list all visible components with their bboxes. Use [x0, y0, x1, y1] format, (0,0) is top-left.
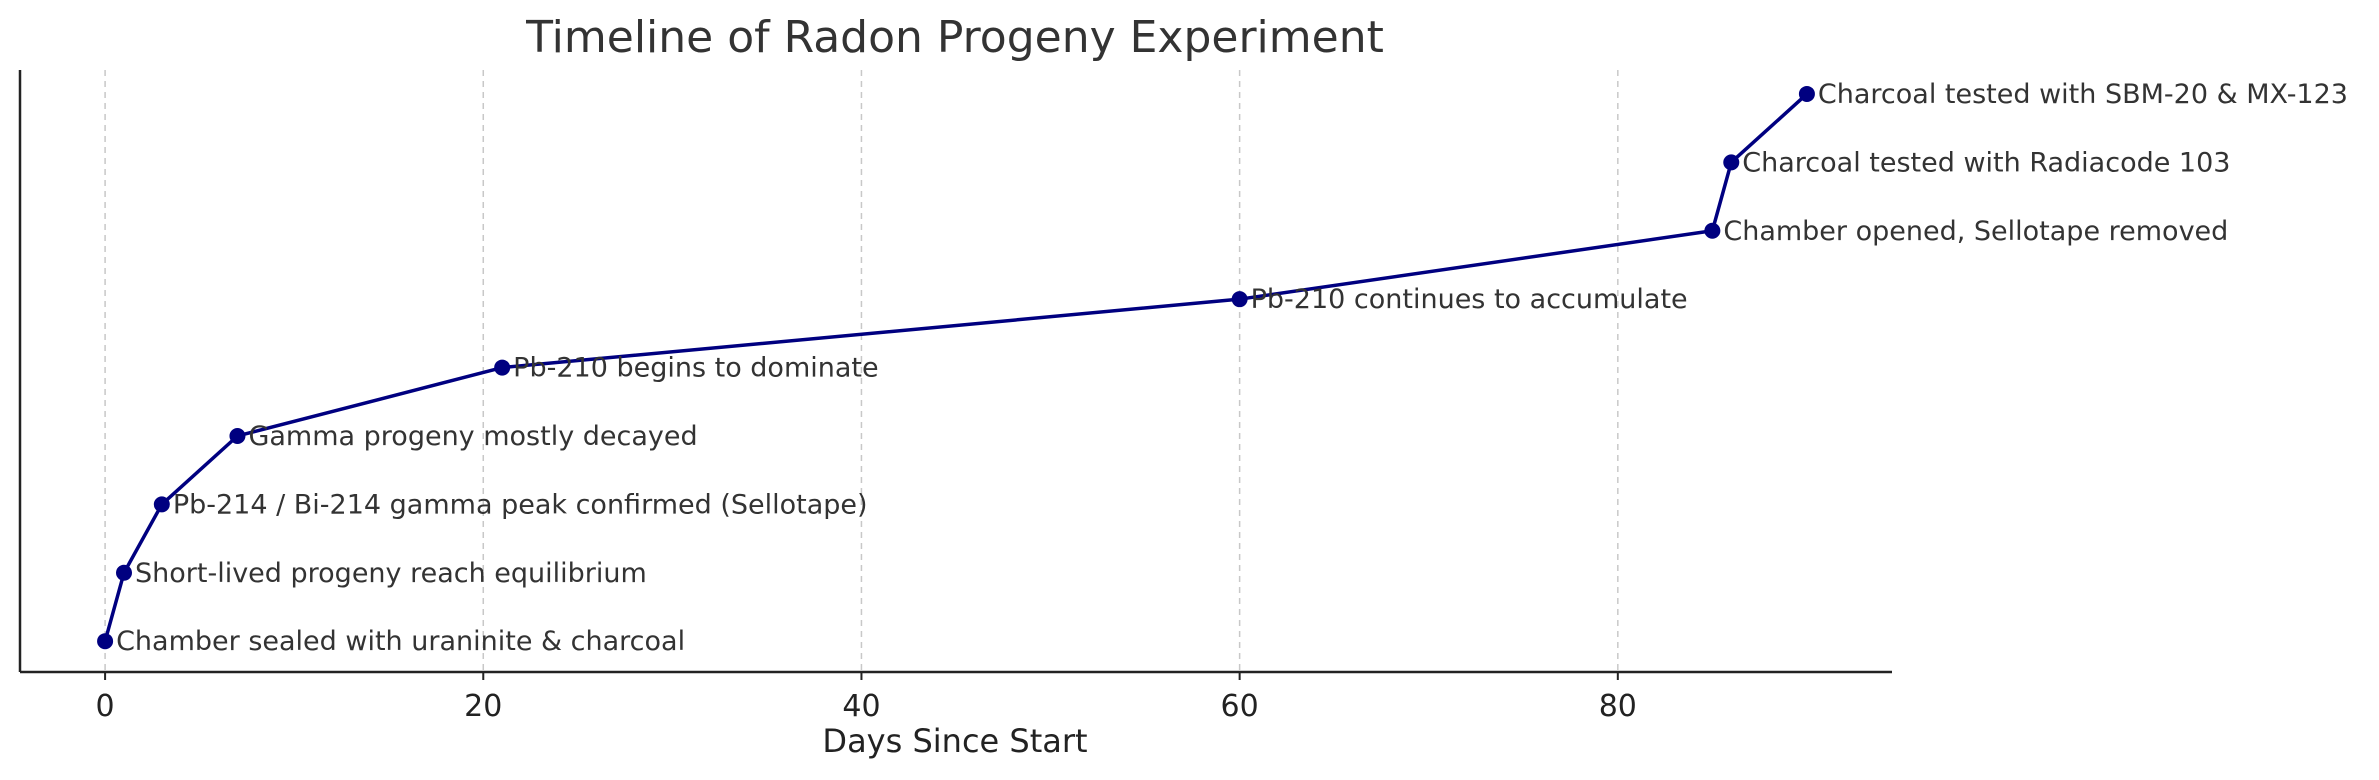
data-point-label: Chamber sealed with uraninite & charcoal [116, 626, 685, 657]
data-point-label: Pb-214 / Bi-214 gamma peak confirmed (Se… [173, 489, 868, 520]
data-point-label: Charcoal tested with SBM-20 & MX-123 [1818, 79, 2348, 110]
data-point-label: Pb-210 continues to accumulate [1251, 284, 1688, 315]
data-point [1723, 154, 1740, 171]
x-tick-label: 20 [464, 689, 502, 724]
points-layer [97, 85, 1815, 650]
data-point-label: Chamber opened, Sellotape removed [1723, 216, 2228, 247]
data-point [1798, 85, 1815, 102]
data-point [1231, 291, 1248, 308]
data-point-label: Charcoal tested with Radiacode 103 [1742, 147, 2230, 178]
chart-title: Timeline of Radon Progeny Experiment [525, 12, 1384, 63]
data-point [229, 427, 246, 444]
x-tick-label: 80 [1599, 689, 1637, 724]
axes-layer [18, 70, 1892, 674]
x-ticks: 0 20 40 60 80 [96, 672, 1637, 724]
data-point [97, 633, 114, 650]
data-point-label: Gamma progeny mostly decayed [248, 421, 697, 452]
data-point [494, 359, 511, 376]
data-point-label: Short-lived progeny reach equilibrium [135, 558, 647, 589]
x-axis-label: Days Since Start [822, 722, 1087, 760]
data-point [153, 496, 170, 513]
data-point-label: Pb-210 begins to dominate [513, 353, 878, 384]
x-tick-label: 0 [96, 689, 115, 724]
x-tick-label: 60 [1221, 689, 1259, 724]
x-tick-label: 40 [842, 689, 880, 724]
data-point [1704, 222, 1721, 239]
point-labels: Chamber sealed with uraninite & charcoal… [116, 79, 2348, 657]
data-point [116, 564, 132, 581]
